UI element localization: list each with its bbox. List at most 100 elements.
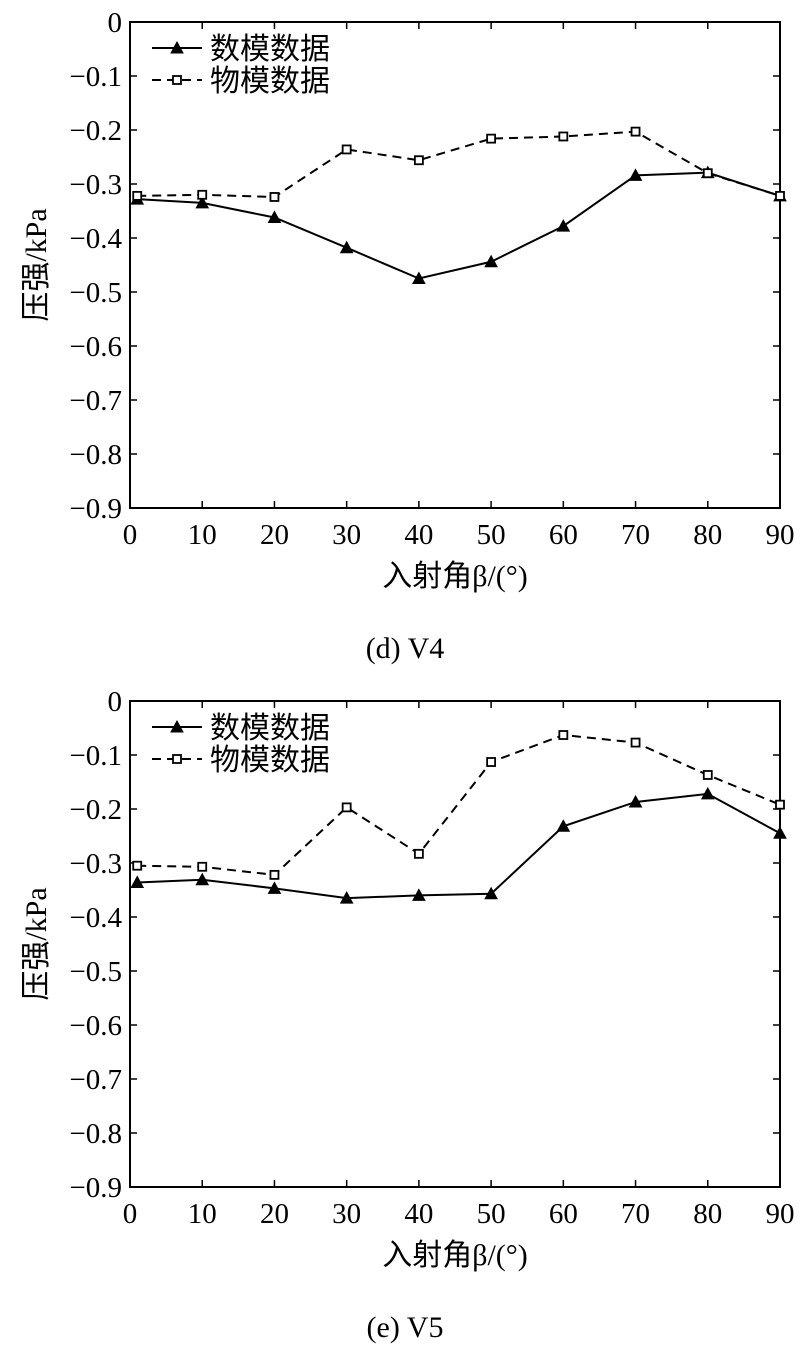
plot-frame <box>129 21 781 509</box>
y-tick-label: −0.1 <box>69 740 122 772</box>
data-point <box>630 126 641 137</box>
x-tick-label: 60 <box>549 519 578 551</box>
data-point <box>413 848 424 859</box>
x-tick-label: 50 <box>477 1198 506 1230</box>
data-point <box>484 254 498 268</box>
x-tick-label: 80 <box>693 519 722 551</box>
y-tick-label: 0 <box>108 686 123 718</box>
y-tick-label: −0.8 <box>69 1118 122 1150</box>
data-point <box>700 786 715 800</box>
series-line <box>137 171 781 280</box>
chart-panel-e: 0 10 20 30 40 50 60 70 80 90 0 −0.1 −0.2 −0.3 −0.4 −0.5… <box>0 679 810 1359</box>
y-tick-label: 0 <box>108 7 123 39</box>
y-tick-label: −0.6 <box>69 1010 122 1042</box>
data-point <box>341 144 352 155</box>
chart-e: 0 10 20 30 40 50 60 70 80 90 0 −0.1 −0.2 −0.3 −0.4 −0.5… <box>20 686 795 1272</box>
y-axis-label: 压强/kPa <box>20 208 53 321</box>
data-point <box>412 888 426 901</box>
data-point <box>484 886 498 900</box>
chart-d: 0 10 20 30 40 50 60 70 80 90 0 −0.1 −0.2 −0.3 −0.4 −0.5… <box>20 7 795 593</box>
x-tick-label: 10 <box>188 519 217 551</box>
data-point <box>702 770 713 780</box>
legend-label: 物模数据 <box>210 65 330 98</box>
data-point <box>130 875 145 888</box>
x-tick-label: 30 <box>332 1198 361 1230</box>
legend-label: 物模数据 <box>210 744 330 777</box>
data-point <box>630 737 641 748</box>
data-point <box>628 794 643 808</box>
legend-marker <box>170 719 184 733</box>
x-tick-label: 30 <box>332 519 361 551</box>
data-point <box>413 155 424 166</box>
legend-marker <box>170 40 184 54</box>
y-tick-label: −0.9 <box>69 493 122 525</box>
x-axis-label: 入射角β/(°) <box>382 1239 528 1272</box>
data-point <box>267 210 282 223</box>
data-point <box>267 881 282 894</box>
data-point <box>269 192 280 202</box>
data-point <box>773 826 787 839</box>
x-tick-label: 40 <box>404 519 433 551</box>
y-tick-label: −0.3 <box>69 169 122 201</box>
chart-caption: (d) V4 <box>365 632 445 665</box>
x-tick-label: 50 <box>477 519 506 551</box>
data-point <box>339 891 354 904</box>
x-tick-label: 20 <box>260 519 289 551</box>
data-point <box>195 195 210 209</box>
data-point <box>556 219 571 232</box>
y-tick-label: −0.2 <box>69 115 122 147</box>
data-point <box>195 872 210 886</box>
data-point <box>339 240 354 254</box>
data-point <box>775 190 785 201</box>
data-point <box>486 757 497 767</box>
x-tick-label: 10 <box>188 1198 217 1230</box>
x-tick-label: 20 <box>260 1198 289 1230</box>
y-tick-label: −0.7 <box>69 1064 122 1096</box>
y-tick-label: −0.3 <box>69 848 122 880</box>
y-tick-label: −0.2 <box>69 794 122 826</box>
series-line <box>137 734 781 876</box>
x-tick-label: 90 <box>766 519 795 551</box>
plot-frame <box>129 700 781 1188</box>
legend-marker <box>172 754 182 764</box>
series-physical <box>132 126 785 202</box>
x-tick-label: 0 <box>123 1198 138 1230</box>
data-point <box>775 799 785 810</box>
legend-label: 数模数据 <box>210 33 330 66</box>
x-tick-label: 70 <box>621 519 650 551</box>
y-tick-label: −0.5 <box>69 277 122 309</box>
data-point <box>558 131 569 142</box>
data-point <box>197 189 208 200</box>
data-point <box>702 168 713 179</box>
series-line <box>137 130 781 198</box>
y-axis-label: 压强/kPa <box>20 887 53 1000</box>
y-tick-label: −0.1 <box>69 61 122 93</box>
data-point <box>556 819 571 832</box>
chart-panel-d: 0 10 20 30 40 50 60 70 80 90 0 −0.1 −0.2 −0.3 −0.4 −0.5… <box>20 7 795 665</box>
y-tick-label: −0.4 <box>69 902 122 934</box>
data-point <box>132 190 143 201</box>
legend-marker <box>172 75 182 85</box>
legend-label: 数模数据 <box>210 712 330 745</box>
data-point <box>412 271 426 284</box>
series-line <box>137 792 781 900</box>
data-point <box>558 730 569 740</box>
x-tick-label: 90 <box>766 1198 795 1230</box>
series-numerical <box>130 786 787 904</box>
y-tick-label: −0.4 <box>69 223 122 255</box>
series-physical <box>132 730 785 880</box>
x-tick-label: 40 <box>404 1198 433 1230</box>
data-point <box>197 861 208 872</box>
x-axis-label: 入射角β/(°) <box>382 560 528 593</box>
data-point <box>269 869 280 880</box>
chart-caption: (e) V5 <box>366 1311 444 1344</box>
x-tick-label: 70 <box>621 1198 650 1230</box>
x-tick-label: 80 <box>693 1198 722 1230</box>
y-tick-label: −0.7 <box>69 385 122 417</box>
y-tick-label: −0.6 <box>69 331 122 363</box>
data-point <box>341 802 352 813</box>
y-tick-label: −0.8 <box>69 439 122 471</box>
y-tick-label: −0.9 <box>69 1172 122 1204</box>
